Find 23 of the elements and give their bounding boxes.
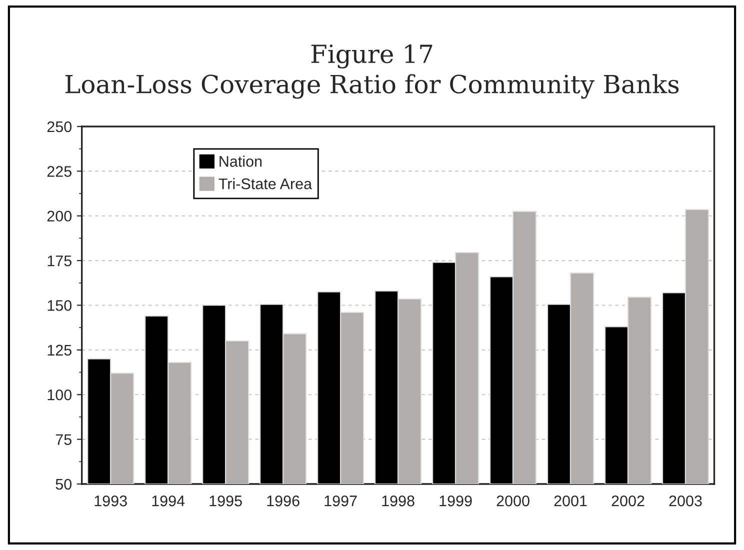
- y-tick-label: 250: [47, 121, 72, 132]
- x-tick-label: 1994: [152, 496, 185, 506]
- legend-label: Nation: [220, 156, 262, 167]
- x-tick-label: 1996: [267, 496, 300, 506]
- x-tick-label: 1993: [94, 496, 127, 506]
- x-tick-label: 1995: [210, 496, 242, 506]
- y-tick-label: 100: [48, 389, 72, 400]
- x-tick-label: 2002: [612, 496, 644, 506]
- x-tick-label: 2001: [554, 496, 587, 506]
- y-tick-label: 175: [48, 256, 72, 266]
- y-tick-label: 50: [56, 478, 72, 490]
- y-tick-label: 200: [47, 210, 72, 222]
- y-tick-label: 75: [56, 434, 72, 445]
- y-tick-label: 225: [47, 166, 72, 177]
- y-tick-label: 150: [48, 300, 72, 311]
- x-tick-label: 1997: [324, 496, 357, 506]
- y-tick-label: 125: [48, 344, 72, 356]
- x-tick-label: 1999: [440, 496, 472, 506]
- legend-label: Tri-State Area: [218, 178, 312, 190]
- x-tick-label: 2003: [669, 496, 702, 506]
- x-tick-label: 1998: [382, 496, 414, 506]
- x-tick-label: 2000: [496, 496, 530, 506]
- chart-title: Figure 17 Loan-Loss Coverage Ratio for Community Banks: [65, 44, 679, 99]
